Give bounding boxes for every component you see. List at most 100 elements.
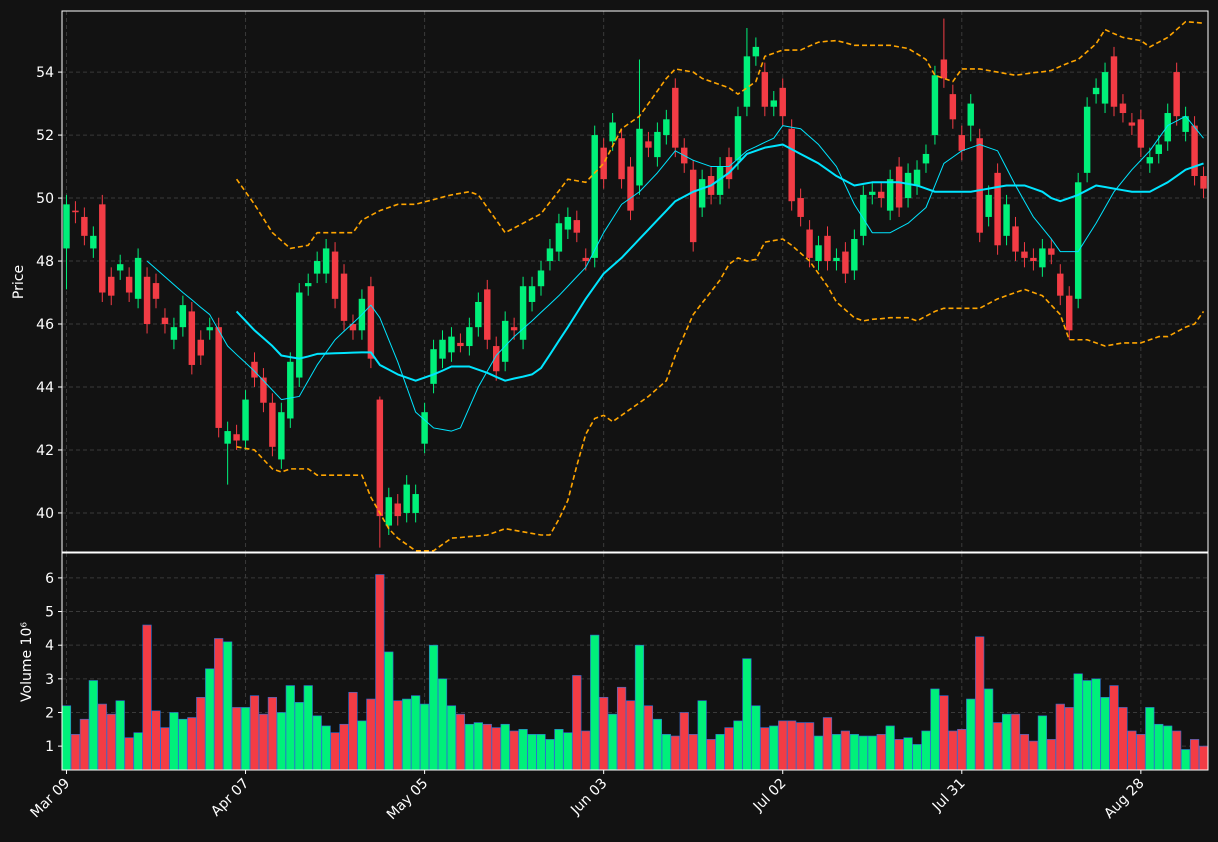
volume-bar xyxy=(169,712,179,771)
volume-bar xyxy=(1064,707,1074,771)
y-tick-label: 44 xyxy=(36,380,54,396)
candle-body xyxy=(985,194,992,217)
volume-bar xyxy=(894,739,904,771)
candle-body xyxy=(645,141,652,148)
volume-bar xyxy=(473,722,483,771)
price-frame xyxy=(61,10,1209,553)
candle-body xyxy=(1012,226,1019,252)
volume-bar xyxy=(214,638,224,771)
volume-bar xyxy=(903,737,913,771)
volume-bar xyxy=(688,734,698,771)
candle-body xyxy=(90,235,97,249)
volume-bar xyxy=(276,712,286,771)
volume-bar xyxy=(1091,678,1101,771)
volume-bar xyxy=(1145,707,1155,771)
volume-frame xyxy=(61,552,1209,771)
candle-body xyxy=(1030,257,1037,262)
candle-body xyxy=(484,289,491,340)
candle-body xyxy=(1200,176,1207,189)
candle-body xyxy=(573,220,581,233)
candle-body xyxy=(1074,182,1082,299)
candle-body xyxy=(1173,72,1180,117)
volume-bar xyxy=(1172,730,1182,771)
volume-bar xyxy=(1100,697,1110,771)
candle-body xyxy=(1128,122,1136,126)
volume-bar xyxy=(330,732,340,771)
y-tick-label: 3 xyxy=(45,672,54,688)
candle-body xyxy=(170,327,178,340)
candle-body xyxy=(519,286,527,340)
volume-bar xyxy=(527,734,537,771)
candle-body xyxy=(797,198,804,217)
volume-bar xyxy=(581,730,591,771)
volume-bar xyxy=(599,697,609,771)
volume-bar xyxy=(993,722,1003,771)
volume-bar xyxy=(115,700,125,771)
volume-bar xyxy=(1055,703,1065,771)
volume-bar xyxy=(1046,739,1056,771)
y-tick-label: 52 xyxy=(36,128,54,144)
volume-bar xyxy=(536,734,546,771)
volume-bar xyxy=(1136,734,1146,771)
candle-body xyxy=(582,257,589,262)
candle-body xyxy=(591,135,598,258)
volume-bar xyxy=(921,730,931,771)
volume-bar xyxy=(1019,734,1030,771)
volume-bar xyxy=(849,734,859,771)
volume-bar xyxy=(518,728,528,771)
candle-body xyxy=(922,153,930,164)
moving-average xyxy=(146,115,1204,432)
y-tick-label: 50 xyxy=(36,191,54,207)
y-tick-label: 4 xyxy=(45,638,54,654)
candle-body xyxy=(1155,144,1162,154)
candle-body xyxy=(1137,119,1145,148)
volume-bar xyxy=(375,574,385,771)
candle-body xyxy=(367,286,375,359)
volume-bar xyxy=(930,688,940,771)
volume-bar xyxy=(249,695,260,771)
volume-bar xyxy=(205,668,215,771)
candle-body xyxy=(725,157,733,180)
candle-body xyxy=(904,172,912,199)
y-tick-label: 40 xyxy=(36,506,54,522)
candle-body xyxy=(1119,103,1127,114)
candle-body xyxy=(851,238,858,271)
bollinger-band xyxy=(236,238,1205,552)
volume-bar xyxy=(70,734,81,771)
y-tick-label: 46 xyxy=(36,317,54,333)
candle-body xyxy=(663,119,670,136)
volume-bar xyxy=(357,720,367,771)
volume-bar xyxy=(106,713,116,771)
volume-bar xyxy=(88,680,98,771)
volume-bar xyxy=(813,735,824,771)
candle-body xyxy=(394,503,401,517)
bollinger-band xyxy=(235,20,1204,250)
y-tick-label: 54 xyxy=(36,65,54,81)
volume-bar xyxy=(124,737,134,771)
candle-body xyxy=(1101,72,1109,104)
candle-body xyxy=(63,204,70,249)
volume-bar xyxy=(751,705,761,771)
candle-body xyxy=(1164,113,1171,142)
y-tick-label: 48 xyxy=(36,254,54,270)
candle-body xyxy=(1146,157,1154,164)
volume-bar xyxy=(142,624,152,771)
volume-bar xyxy=(97,703,107,771)
volume-bar xyxy=(1010,713,1021,771)
candle-body xyxy=(278,412,285,460)
candle-body xyxy=(421,412,428,444)
volume-bar xyxy=(724,727,734,771)
candle-body xyxy=(815,245,822,262)
volume-bar xyxy=(608,713,618,771)
volume-bar xyxy=(652,718,662,771)
volume-bar xyxy=(804,722,815,771)
volume-bar xyxy=(240,707,251,771)
volume-bar xyxy=(482,723,492,771)
candle-body xyxy=(743,56,751,107)
candle-body xyxy=(179,305,187,328)
volume-bar xyxy=(303,685,313,771)
volume-bar xyxy=(178,718,188,771)
candle-body xyxy=(493,346,500,372)
candle-body xyxy=(1039,248,1046,268)
candle-body xyxy=(457,342,464,347)
